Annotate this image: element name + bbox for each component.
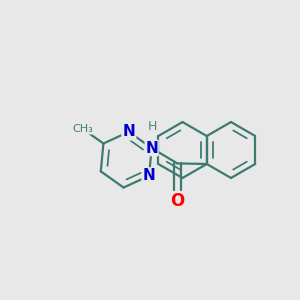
Text: N: N: [142, 168, 155, 183]
Text: N: N: [122, 124, 135, 139]
Text: CH₃: CH₃: [73, 124, 93, 134]
Text: H: H: [148, 120, 157, 133]
Text: N: N: [145, 140, 158, 155]
Text: O: O: [170, 192, 184, 210]
